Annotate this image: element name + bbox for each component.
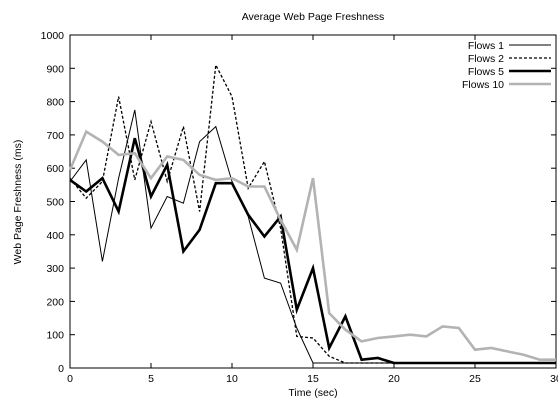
x-tick-label: 5 bbox=[148, 373, 154, 385]
x-tick-label: 25 bbox=[469, 373, 481, 385]
y-tick-label: 800 bbox=[46, 97, 64, 109]
x-tick-label: 10 bbox=[226, 373, 238, 385]
y-tick-label: 900 bbox=[46, 63, 64, 75]
x-tick-label: 0 bbox=[67, 373, 73, 385]
chart-title: Average Web Page Freshness bbox=[242, 11, 385, 23]
y-tick-label: 200 bbox=[46, 296, 64, 308]
series-line-flows-1 bbox=[69, 109, 556, 364]
axes: 0 100 200 300 400 500 600 700 800 900 1000 0 5 10 15 20… bbox=[41, 30, 558, 385]
legend-label-flows-10: Flows 10 bbox=[462, 79, 504, 91]
x-tick-label: 30 bbox=[550, 373, 558, 385]
x-tick-label: 20 bbox=[388, 373, 400, 385]
y-tick-label: 300 bbox=[46, 263, 64, 275]
x-axis-title: Time (sec) bbox=[288, 387, 337, 399]
y-tick-label: 600 bbox=[46, 163, 64, 175]
legend-label-flows-2: Flows 2 bbox=[468, 53, 504, 65]
legend-label-flows-1: Flows 1 bbox=[468, 40, 504, 52]
y-tick-label: 400 bbox=[46, 230, 64, 242]
series-lines bbox=[68, 62, 556, 365]
y-tick-label: 700 bbox=[46, 130, 64, 142]
legend-label-flows-5: Flows 5 bbox=[468, 66, 504, 78]
y-tick-label: 0 bbox=[58, 363, 64, 375]
series-line-flows-2 bbox=[69, 62, 556, 364]
y-tick-label: 1000 bbox=[41, 30, 65, 42]
series-line-flows-5 bbox=[69, 137, 556, 365]
x-tick-label: 15 bbox=[307, 373, 319, 385]
y-axis-title: Web Page Freshness (ms) bbox=[12, 140, 24, 265]
y-tick-label: 500 bbox=[46, 197, 64, 209]
y-tick-label: 100 bbox=[46, 330, 64, 342]
series-line-flows-10 bbox=[68, 129, 556, 362]
